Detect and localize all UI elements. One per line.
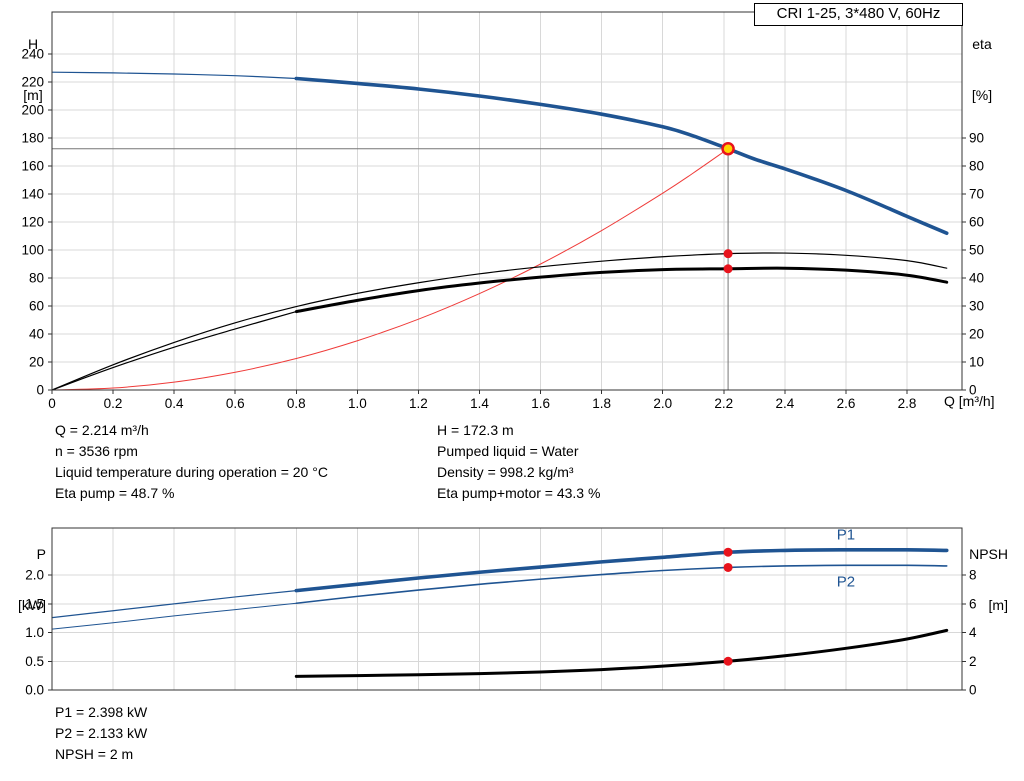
y-right-tick-label: 2 xyxy=(969,654,977,669)
h-axis-title: H [m] xyxy=(16,2,50,138)
y-right-tick-label: 6 xyxy=(969,596,977,611)
curve-label-p2: P2 xyxy=(837,574,855,591)
duty-point[interactable] xyxy=(721,142,735,156)
x-tick-label: 1.0 xyxy=(348,396,367,411)
y-left-tick-label: 20 xyxy=(29,355,44,370)
info-eta-pump: Eta pump = 48.7 % xyxy=(55,485,175,501)
y-right-tick-label: 0 xyxy=(969,383,977,398)
x-tick-label: 0 xyxy=(48,396,56,411)
y-left-tick-label: 180 xyxy=(21,131,44,146)
p1-curve-extension xyxy=(51,590,297,619)
info-liquid-temperature: Liquid temperature during operation = 20… xyxy=(55,464,328,480)
y-right-tick-label: 40 xyxy=(969,271,984,286)
eta-pump-point[interactable] xyxy=(723,249,733,259)
x-tick-label: 0.4 xyxy=(165,396,184,411)
y-left-tick-label: 160 xyxy=(21,159,44,174)
y-right-tick-label: 80 xyxy=(969,159,984,174)
p1-point[interactable] xyxy=(723,547,733,557)
q-axis-title: Q [m³/h] xyxy=(944,393,995,409)
info-q: Q = 2.214 m³/h xyxy=(55,422,149,438)
pump-model-title: CRI 1-25, 3*480 V, 60Hz xyxy=(754,3,963,26)
p-axis-unit: [kW] xyxy=(18,597,46,613)
info-h: H = 172.3 m xyxy=(437,422,514,438)
duty-info-left-column: Q = 2.214 m³/h n = 3536 rpm Liquid tempe… xyxy=(55,420,328,504)
info-npsh: NPSH = 2 m xyxy=(55,746,134,762)
p2-curve-extension xyxy=(51,602,297,630)
p2-curve xyxy=(295,564,948,605)
npsh-axis-name: NPSH xyxy=(969,546,1008,562)
pump-head-curve xyxy=(294,76,949,235)
x-tick-label: 2.4 xyxy=(775,396,794,411)
info-speed: n = 3536 rpm xyxy=(55,443,138,459)
info-pumped-liquid: Pumped liquid = Water xyxy=(437,443,579,459)
power-info-column: P1 = 2.398 kW P2 = 2.133 kW NPSH = 2 m xyxy=(55,702,147,765)
y-left-tick-label: 0.0 xyxy=(25,683,44,698)
npsh-axis-unit: [m] xyxy=(988,597,1008,613)
h-axis-unit: [m] xyxy=(23,87,43,103)
p-axis-name: P xyxy=(36,546,46,562)
x-tick-label: 2.0 xyxy=(653,396,672,411)
p-axis-title: P [kW] xyxy=(8,512,46,648)
x-tick-label: 0.8 xyxy=(287,396,306,411)
y-left-tick-label: 0 xyxy=(36,383,44,398)
npsh-axis-title: NPSH [m] xyxy=(960,512,1008,648)
system-curve xyxy=(51,148,729,391)
y-left-tick-label: 1.5 xyxy=(25,596,44,611)
eta-axis-unit: [%] xyxy=(971,87,993,103)
curve-label-p1: P1 xyxy=(837,526,855,543)
y-right-tick-label: 10 xyxy=(969,355,984,370)
y-right-tick-label: 4 xyxy=(969,625,977,640)
x-tick-label: 2.6 xyxy=(837,396,856,411)
info-p2: P2 = 2.133 kW xyxy=(55,725,148,741)
y-left-tick-label: 220 xyxy=(21,75,44,90)
info-p1: P1 = 2.398 kW xyxy=(55,704,148,720)
x-tick-label: 1.6 xyxy=(531,396,550,411)
y-right-tick-label: 90 xyxy=(969,131,984,146)
y-right-tick-label: 70 xyxy=(969,187,984,202)
x-tick-label: 0.2 xyxy=(104,396,123,411)
y-right-tick-label: 30 xyxy=(969,299,984,314)
y-left-tick-label: 80 xyxy=(29,271,44,286)
x-tick-label: 1.4 xyxy=(470,396,489,411)
y-left-tick-label: 0.5 xyxy=(25,654,44,669)
y-right-tick-label: 50 xyxy=(969,243,984,258)
eta-axis-name: eta xyxy=(972,36,992,52)
y-left-tick-label: 60 xyxy=(29,299,44,314)
h-axis-name: H xyxy=(27,36,39,52)
duty-info-right-column: H = 172.3 m Pumped liquid = Water Densit… xyxy=(437,420,600,504)
x-tick-label: 1.2 xyxy=(409,396,428,411)
y-left-tick-label: 140 xyxy=(21,187,44,202)
y-left-tick-label: 1.0 xyxy=(25,625,44,640)
y-right-tick-label: 60 xyxy=(969,215,984,230)
y-left-tick-label: 40 xyxy=(29,327,44,342)
y-left-tick-label: 100 xyxy=(21,243,44,258)
npsh-curve xyxy=(294,628,949,678)
npsh-point[interactable] xyxy=(723,656,733,666)
eta-pump-motor-point[interactable] xyxy=(723,264,733,274)
eta-pump-motor-curve xyxy=(294,266,949,314)
y-left-tick-label: 200 xyxy=(21,103,44,118)
eta-pump-curve xyxy=(51,252,948,391)
y-right-tick-label: 20 xyxy=(969,327,984,342)
y-left-tick-label: 120 xyxy=(21,215,44,230)
p2-point[interactable] xyxy=(723,562,733,572)
y-left-tick-label: 240 xyxy=(21,47,44,62)
y-right-tick-label: 8 xyxy=(969,568,977,583)
pump-head-curve-extension xyxy=(51,71,297,80)
x-tick-label: 0.6 xyxy=(226,396,245,411)
x-tick-label: 1.8 xyxy=(592,396,611,411)
y-right-tick-label: 0 xyxy=(969,683,977,698)
x-tick-label: 2.8 xyxy=(898,396,917,411)
eta-axis-title: eta [%] xyxy=(962,2,1002,138)
plot-border xyxy=(51,11,963,391)
info-density: Density = 998.2 kg/m³ xyxy=(437,464,574,480)
info-eta-pump-motor: Eta pump+motor = 43.3 % xyxy=(437,485,601,501)
x-tick-label: 2.2 xyxy=(714,396,733,411)
plot-border xyxy=(51,527,963,691)
p1-curve xyxy=(294,547,949,593)
eta-pump-motor-curve-extension xyxy=(51,311,297,391)
y-left-tick-label: 2.0 xyxy=(25,568,44,583)
